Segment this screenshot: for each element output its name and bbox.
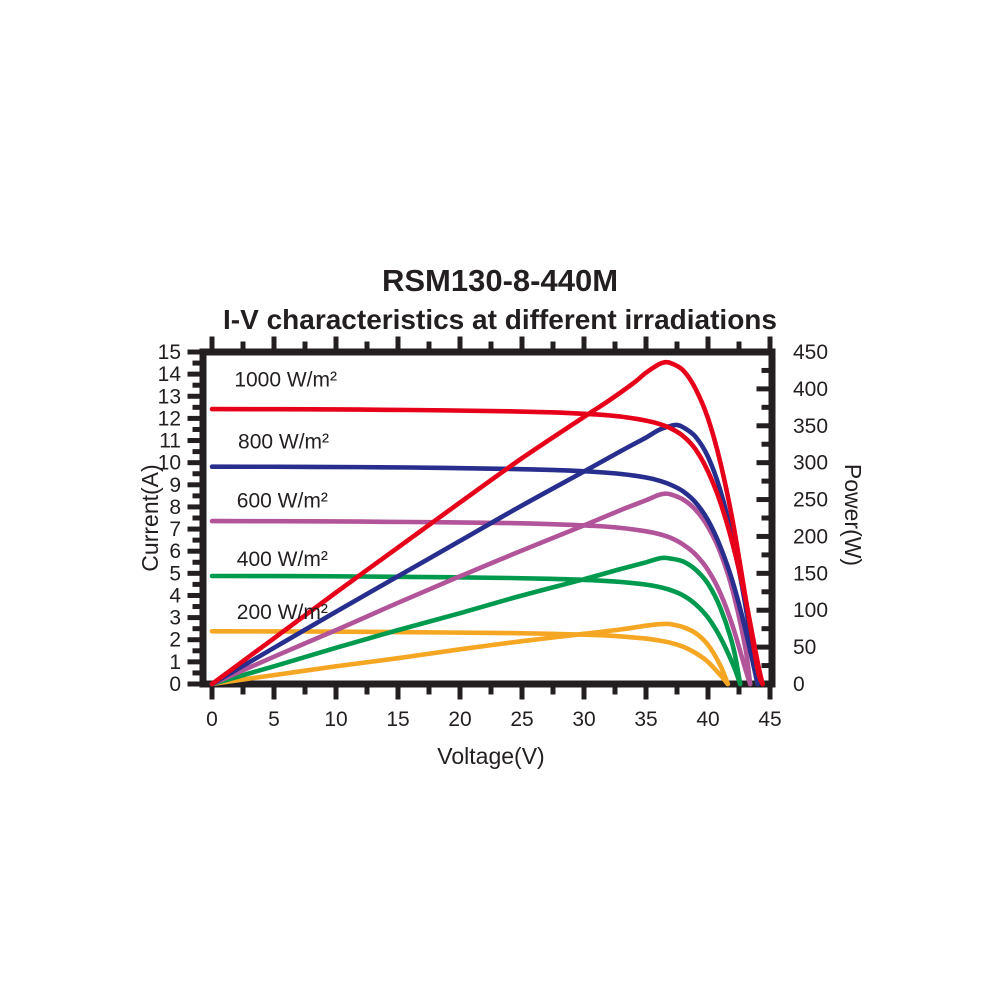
y-left-axis-title: Current(A) [137, 464, 163, 571]
x-axis-tick-label: 25 [510, 708, 533, 731]
pv-curve-200wm2 [209, 621, 731, 687]
pv-curve-400wm2 [209, 555, 743, 687]
iv-curve-400wm2 [209, 573, 743, 687]
x-axis-tick-label: 20 [448, 708, 471, 731]
x-axis-tick-label: 5 [268, 708, 280, 731]
series-label-800wm2: 800 W/m² [238, 431, 329, 454]
pv-curve-800wm2 [209, 422, 760, 687]
y-left-tick-label: 13 [158, 385, 181, 408]
x-axis-tick-label: 15 [386, 708, 409, 731]
y-left-tick-label: 0 [169, 673, 181, 696]
y-left-tick-label: 12 [158, 407, 181, 430]
y-left-tick-label: 10 [158, 452, 181, 475]
y-right-tick-label: 150 [793, 562, 828, 585]
x-axis-tick-label: 30 [572, 708, 595, 731]
series-label-1000wm2: 1000 W/m² [234, 369, 337, 392]
pv-curve-1000wm2 [209, 359, 765, 687]
y-left-tick-label: 11 [159, 430, 181, 453]
y-left-tick-label: 7 [169, 518, 181, 541]
x-axis-tick-label: 35 [634, 708, 657, 731]
x-axis-tick-label: 0 [206, 708, 218, 731]
y-right-tick-label: 0 [793, 673, 805, 696]
y-left-tick-label: 2 [169, 629, 181, 652]
y-left-tick-label: 8 [169, 496, 181, 519]
y-right-axis-title: Power(W) [840, 464, 866, 566]
y-left-tick-label: 4 [169, 584, 181, 607]
y-right-tick-label: 400 [793, 378, 828, 401]
x-axis-tick-label: 10 [324, 708, 347, 731]
y-right-tick-label: 450 [793, 341, 828, 364]
iv-curve-600wm2 [209, 518, 753, 687]
iv-curve-200wm2 [209, 629, 731, 687]
iv-curve-800wm2 [209, 464, 760, 687]
chart-subtitle: I-V characteristics at different irradia… [223, 304, 777, 335]
y-right-tick-label: 50 [793, 636, 816, 659]
y-left-tick-label: 14 [158, 363, 182, 386]
y-right-tick-label: 200 [793, 525, 828, 548]
series-label-400wm2: 400 W/m² [237, 548, 328, 571]
x-axis-tick-label: 45 [758, 708, 781, 731]
y-left-tick-label: 9 [169, 474, 181, 497]
y-right-tick-label: 250 [793, 489, 828, 512]
x-axis-tick-label: 40 [696, 708, 719, 731]
iv-curve-1000wm2 [209, 406, 765, 687]
y-left-tick-label: 5 [169, 562, 181, 585]
series-label-600wm2: 600 W/m² [237, 489, 328, 512]
y-left-tick-label: 3 [169, 607, 181, 630]
y-right-tick-label: 100 [793, 599, 828, 622]
y-right-tick-label: 300 [793, 452, 828, 475]
y-left-tick-label: 1 [169, 651, 181, 674]
y-left-tick-label: 6 [169, 540, 181, 563]
y-left-tick-label: 15 [158, 341, 181, 364]
series-label-200wm2: 200 W/m² [237, 601, 328, 624]
chart-title: RSM130-8-440M [381, 263, 619, 298]
x-axis-title: Voltage(V) [437, 743, 544, 769]
y-right-tick-label: 350 [793, 415, 828, 438]
